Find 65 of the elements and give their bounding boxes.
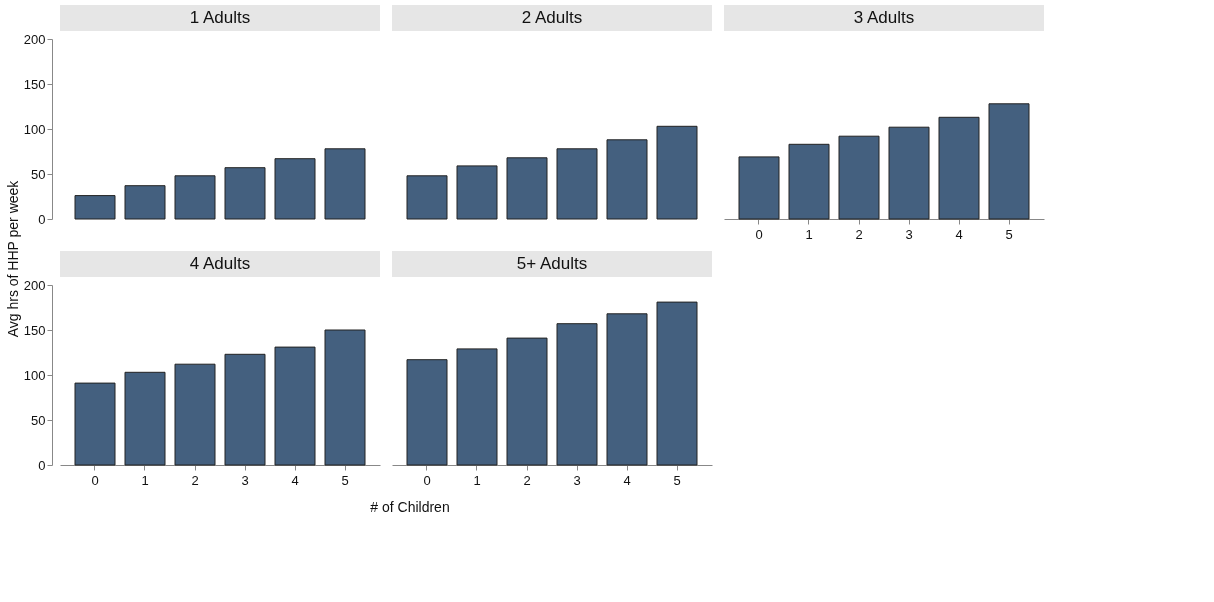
bar (988, 103, 1030, 220)
y-tick-label: 0 (38, 211, 46, 227)
x-tick-label: 4 (623, 472, 631, 488)
bar (274, 346, 316, 466)
bar (74, 195, 116, 220)
x-tick-label: 2 (523, 472, 531, 488)
chart-title: 4 Adults (189, 254, 251, 273)
y-tick-label: 50 (31, 412, 46, 428)
x-tick-label: 5 (673, 472, 681, 488)
bar (456, 348, 498, 466)
y-tick-label: 100 (23, 367, 46, 383)
x-tick-label: 3 (573, 472, 581, 488)
bar (606, 139, 648, 220)
bar (656, 301, 698, 466)
y-tick-label: 150 (23, 322, 46, 338)
x-tick-label: 0 (423, 472, 431, 488)
y-tick-label: 100 (23, 121, 46, 137)
bar (274, 158, 316, 220)
bar (888, 126, 930, 220)
x-tick-label: 1 (141, 472, 149, 488)
bar (124, 185, 166, 220)
x-tick-label: 0 (755, 226, 763, 242)
bar (324, 329, 366, 466)
x-tick-label: 5 (1005, 226, 1013, 242)
y-tick-label: 50 (31, 166, 46, 182)
x-tick-label: 4 (955, 226, 963, 242)
y-axis-title: Avg hrs of HHP per week (5, 179, 21, 338)
x-tick-label: 1 (805, 226, 813, 242)
x-tick-label: 2 (855, 226, 863, 242)
bar (124, 371, 166, 466)
x-tick-label: 0 (91, 472, 99, 488)
chart-title: 2 Adults (521, 8, 583, 27)
bar (838, 135, 880, 220)
bar (506, 337, 548, 466)
bar (174, 175, 216, 220)
bar (74, 382, 116, 466)
y-tick-label: 200 (23, 31, 46, 47)
bar (506, 157, 548, 220)
x-tick-label: 3 (905, 226, 913, 242)
bar (456, 165, 498, 220)
bar (174, 363, 216, 466)
x-axis-title: # of Children (370, 499, 450, 515)
x-tick-label: 4 (291, 472, 299, 488)
x-tick-label: 2 (191, 472, 199, 488)
x-tick-label: 1 (473, 472, 481, 488)
bar (938, 116, 980, 220)
y-tick-label: 200 (23, 277, 46, 293)
bar (656, 125, 698, 220)
bar (556, 323, 598, 466)
bar (606, 313, 648, 466)
chart-title: 1 Adults (189, 8, 251, 27)
y-tick-label: 150 (23, 76, 46, 92)
bar (224, 167, 266, 220)
bar (224, 353, 266, 466)
chart-title: 5+ Adults (516, 254, 588, 273)
y-tick-label: 0 (38, 457, 46, 473)
bar (738, 156, 780, 220)
bar (556, 148, 598, 220)
chart-title: 3 Adults (853, 8, 915, 27)
x-tick-label: 3 (241, 472, 249, 488)
bar (406, 359, 448, 466)
bar (788, 143, 830, 220)
bar (324, 148, 366, 220)
x-tick-label: 5 (341, 472, 349, 488)
bar (406, 175, 448, 220)
